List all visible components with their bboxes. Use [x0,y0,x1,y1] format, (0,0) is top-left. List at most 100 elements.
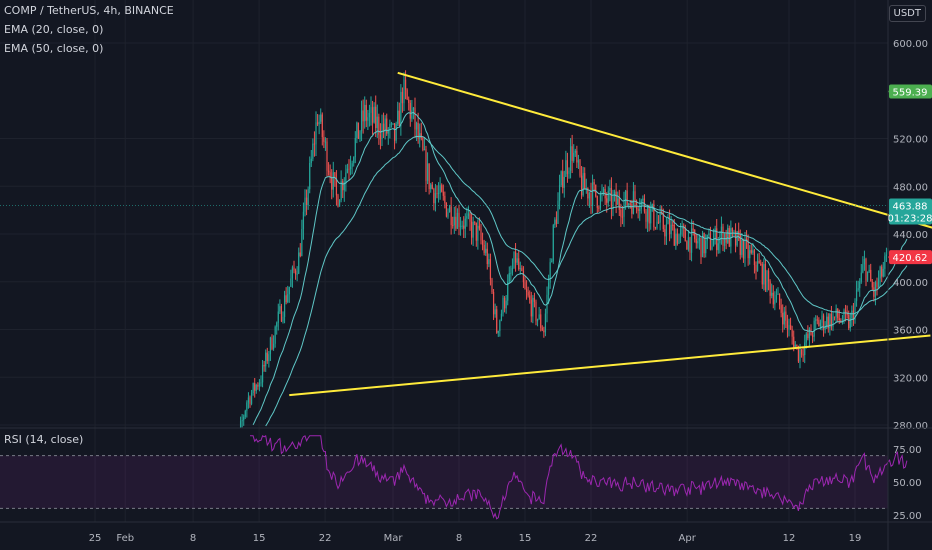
trendline-upper [397,71,932,229]
candle-body [376,116,378,129]
candle-body [334,172,336,179]
candle-body [301,229,303,256]
candle-body [640,200,642,209]
candle-body [859,281,861,289]
candle-body [426,163,429,181]
ema50-legend[interactable]: EMA (50, close, 0) [4,42,104,55]
candle-body [697,240,699,244]
candle-body [626,190,628,206]
candle-body [485,248,487,253]
candle-body [397,110,399,124]
candle-body [532,297,534,317]
candle-body [415,122,418,130]
candle-body [723,233,726,246]
rsi-legend[interactable]: RSI (14, close) [4,433,84,446]
candle-body [612,196,614,209]
candle-body [802,354,804,356]
candle-body [637,208,639,211]
candle-body [428,163,430,190]
candle-body [359,131,361,140]
candle-body [665,224,668,237]
x-tick-label: 8 [190,533,196,544]
candle-body [596,196,598,208]
candle-body [821,315,823,323]
candle-body [879,266,881,279]
candle-body [560,171,562,186]
candle-body [862,264,864,273]
candle-body [683,227,685,229]
candle-body [860,272,862,282]
candle-body [324,141,327,143]
candle-body [445,202,448,217]
candle-body [393,123,396,141]
x-tick-label: 25 [89,533,102,544]
rsi-tick-label: 50.00 [893,478,922,489]
candle-body [731,228,734,232]
candle-body [819,322,822,327]
candle-body [764,264,767,290]
candle-body [549,262,551,283]
candle-body [401,91,404,104]
candle-body [513,251,515,268]
candle-body [312,143,314,159]
candle-body [315,122,317,145]
candle-body [736,231,738,246]
candle-body [667,219,669,225]
candle-body [763,264,765,285]
candle-body [824,326,826,330]
candle-body [639,208,641,211]
candle-body [566,160,569,174]
candle-body [709,233,712,250]
candle-body [670,224,672,235]
candle-body [815,319,817,321]
candle-body [249,397,251,404]
candle-body [241,420,243,422]
candle-body [695,238,697,244]
rsi-tick-label: 75.00 [893,445,922,456]
candle-body [791,329,793,337]
candle-body [783,311,785,325]
candle-body [290,278,292,287]
candle-body [728,228,730,247]
candle-body [453,216,455,226]
candle-body [525,289,528,292]
trendlines [289,71,932,397]
candle-body [551,261,553,263]
candle-body [304,197,306,212]
candle-body [805,333,807,343]
candle-body [430,184,432,190]
candle-body [830,313,833,327]
candle-body [389,123,391,130]
candle-body [832,316,834,327]
candle-body [412,107,415,111]
symbol-legend[interactable]: COMP / TetherUS, 4h, BINANCE [4,4,174,17]
ema20-legend[interactable]: EMA (20, close, 0) [4,23,104,36]
candle-body [739,234,741,255]
candle-body [522,270,525,283]
candle-body [738,231,740,235]
candle-body [565,160,567,177]
candle-body [298,252,300,274]
candle-body [571,146,573,161]
candle-body [384,118,386,131]
candle-body [692,228,694,230]
candle-body [580,175,583,196]
candle-body [698,238,701,241]
candle-body [664,229,666,237]
candle-body [599,193,602,208]
x-tick-label: 19 [849,533,862,544]
rsi-line [250,434,908,520]
candle-body [877,278,880,287]
candle-body [804,342,806,355]
candle-body [591,182,594,206]
candle-body [365,104,367,121]
candle-body [387,129,389,134]
candle-body [844,310,847,314]
candle-body [351,163,353,167]
candle-body [375,106,377,129]
currency-button[interactable]: USDT [888,5,926,22]
candle-body [507,281,509,301]
rsi-line [250,434,908,520]
candle-body [837,308,839,319]
